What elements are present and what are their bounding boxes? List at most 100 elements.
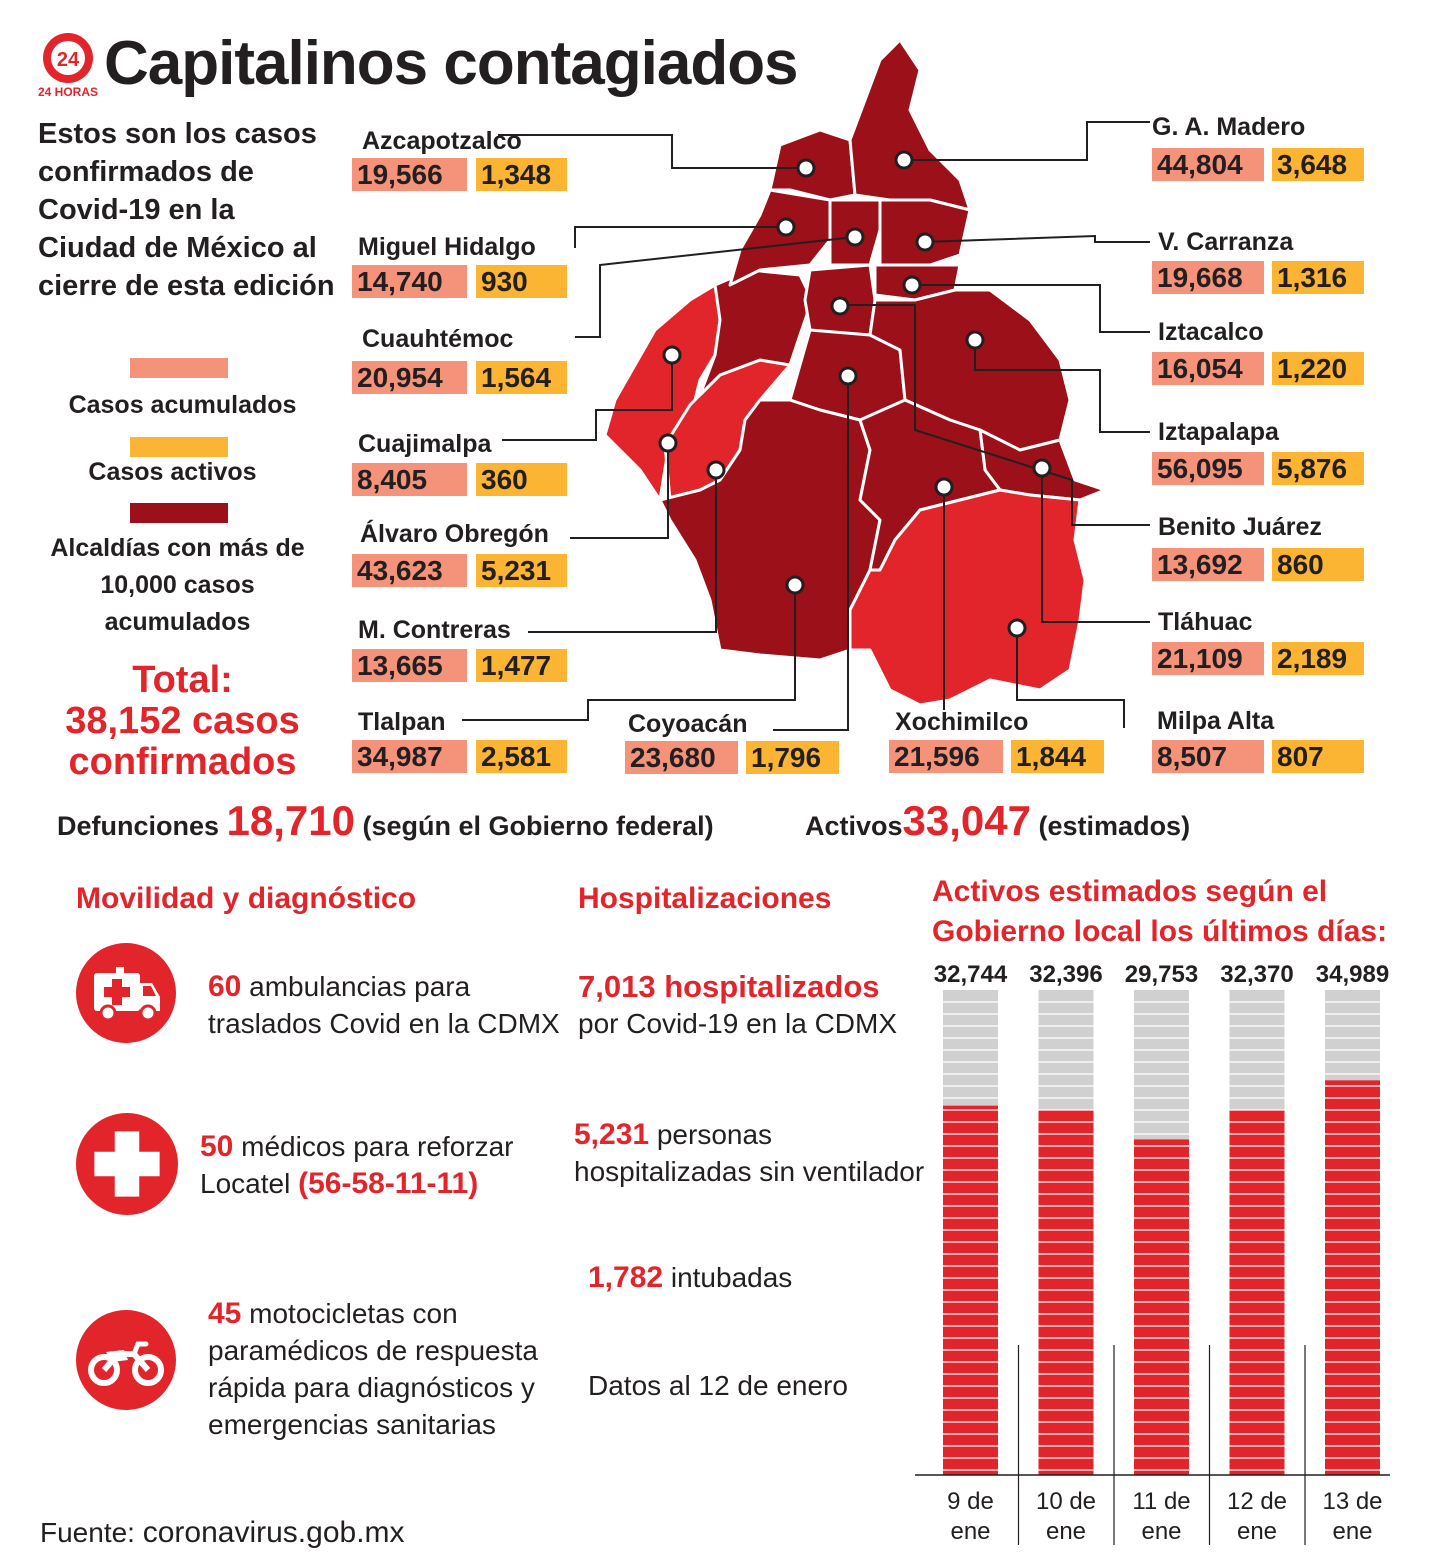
active-value: 1,564 bbox=[476, 361, 567, 394]
total-confirmed: Total: 38,152 casos confirmados bbox=[65, 659, 300, 783]
active-value: 5,876 bbox=[1272, 452, 1364, 485]
motorcycles-text: 45 motocicletas con paramédicos de respu… bbox=[208, 1297, 538, 1440]
accumulated-value: 20,954 bbox=[352, 361, 467, 394]
legend-swatch-accumulated bbox=[130, 358, 228, 378]
bar-category-label: ene bbox=[1046, 1518, 1086, 1545]
deaths-summary: Defunciones 18,710 (según el Gobierno fe… bbox=[57, 797, 714, 844]
bar-category-label: 13 de bbox=[1322, 1488, 1382, 1515]
data-date-note: Datos al 12 de enero bbox=[588, 1370, 848, 1401]
motorcycle-icon bbox=[76, 1310, 176, 1410]
accumulated-value: 14,740 bbox=[352, 265, 467, 298]
accumulated-value: 19,566 bbox=[352, 158, 467, 191]
doctors-text: 50 médicos para reforzar Locatel (56-58-… bbox=[200, 1130, 514, 1200]
alcaldia-name: V. Carranza bbox=[1158, 228, 1294, 256]
alcaldia-name: M. Contreras bbox=[358, 616, 511, 644]
legend-label-over10k: Alcaldías con más de 10,000 casos acumul… bbox=[50, 534, 305, 636]
legend-swatch-active bbox=[130, 437, 228, 457]
deaths-value: 18,710 bbox=[226, 797, 356, 844]
alcaldia-name: Iztacalco bbox=[1158, 318, 1264, 346]
alcaldia-name: Milpa Alta bbox=[1157, 707, 1275, 735]
bar-category-label: 9 de bbox=[947, 1488, 994, 1515]
source-value: coronavirus.gob.mx bbox=[142, 1516, 405, 1549]
bar bbox=[1229, 1109, 1285, 1475]
accumulated-value: 56,095 bbox=[1152, 452, 1264, 485]
accumulated-value: 8,405 bbox=[352, 463, 467, 496]
mobility-heading: Movilidad y diagnóstico bbox=[76, 882, 417, 915]
alcaldia-name: Benito Juárez bbox=[1158, 513, 1322, 541]
accumulated-value: 8,507 bbox=[1152, 740, 1264, 773]
active-value-summary: 33,047 bbox=[902, 797, 1032, 844]
bar-category-label: 12 de bbox=[1227, 1488, 1287, 1515]
accumulated-value: 44,804 bbox=[1152, 148, 1264, 181]
alcaldia-name: Azcapotzalco bbox=[362, 127, 522, 155]
accumulated-value: 19,668 bbox=[1152, 261, 1264, 294]
source-line: Fuente: coronavirus.gob.mx bbox=[40, 1516, 405, 1549]
page-title: Capitalinos contagiados bbox=[104, 29, 799, 98]
active-value: 3,648 bbox=[1272, 148, 1364, 181]
active-value: 1,220 bbox=[1272, 352, 1364, 385]
ambulances-text: 60 ambulancias para traslados Covid en l… bbox=[208, 970, 560, 1039]
accumulated-value: 43,623 bbox=[352, 554, 467, 587]
active-estimated-bar-chart: 32,744 9 de ene 32,396 10 de ene 29,753 11 de en… bbox=[915, 961, 1390, 1545]
accumulated-value: 13,692 bbox=[1152, 548, 1264, 581]
active-value: 2,581 bbox=[476, 740, 567, 773]
logo-text: 24 HORAS bbox=[38, 85, 98, 99]
bar-category-label: ene bbox=[950, 1518, 990, 1545]
bar-category-label: 10 de bbox=[1036, 1488, 1096, 1515]
intubated-text: 1,782 intubadas bbox=[588, 1261, 793, 1294]
active-value: 1,477 bbox=[476, 649, 567, 682]
active-value: 1,796 bbox=[746, 741, 839, 774]
active-value: 2,189 bbox=[1272, 642, 1364, 675]
alcaldia-name: Coyoacán bbox=[628, 710, 748, 738]
accumulated-value: 13,665 bbox=[352, 649, 467, 682]
bar-category-label: 11 de bbox=[1132, 1488, 1190, 1515]
ambulance-icon bbox=[76, 943, 176, 1043]
intro-text: Estos son los casos confirmados de Covid… bbox=[38, 118, 335, 302]
bar-value-label: 29,753 bbox=[1125, 961, 1198, 988]
no-ventilator-text: 5,231 personas hospitalizadas sin ventil… bbox=[574, 1118, 925, 1187]
active-value: 807 bbox=[1272, 740, 1364, 773]
bar bbox=[1134, 1139, 1189, 1475]
bar-value-label: 32,744 bbox=[934, 961, 1008, 988]
active-value: 1,316 bbox=[1272, 261, 1364, 294]
bar-value-label: 32,396 bbox=[1029, 961, 1102, 988]
hospital-heading: Hospitalizaciones bbox=[578, 882, 832, 915]
map-alvaro-obregon bbox=[698, 268, 814, 397]
svg-text:24: 24 bbox=[57, 49, 80, 71]
bar-category-label: ene bbox=[1141, 1518, 1181, 1545]
locatel-phone: (56-58-11-11) bbox=[298, 1167, 479, 1200]
active-value: 1,348 bbox=[476, 158, 567, 191]
bar-value-label: 34,989 bbox=[1316, 961, 1389, 988]
alcaldia-name: Cuauhtémoc bbox=[362, 325, 514, 353]
alcaldia-name: Xochimilco bbox=[895, 708, 1029, 736]
alcaldia-name: Tlalpan bbox=[358, 708, 446, 736]
accumulated-value: 21,109 bbox=[1152, 642, 1264, 675]
legend-label-accumulated: Casos acumulados bbox=[68, 391, 297, 419]
active-summary: Activos33,047 (estimados) bbox=[805, 797, 1191, 844]
hospitalized-text: 7,013 hospitalizados por Covid-19 en la … bbox=[578, 969, 898, 1039]
active-value: 1,844 bbox=[1011, 740, 1104, 773]
accumulated-value: 21,596 bbox=[889, 740, 1003, 773]
accumulated-value: 34,987 bbox=[352, 740, 467, 773]
active-value: 930 bbox=[476, 265, 567, 298]
accumulated-value: 16,054 bbox=[1152, 352, 1264, 385]
active-value: 5,231 bbox=[476, 554, 567, 587]
alcaldia-name: Cuajimalpa bbox=[358, 430, 492, 458]
bar-category-label: ene bbox=[1332, 1518, 1372, 1545]
bar bbox=[1038, 1109, 1094, 1475]
alcaldia-name: Miguel Hidalgo bbox=[358, 233, 536, 261]
active-value: 360 bbox=[476, 463, 567, 496]
bar-value-label: 32,370 bbox=[1220, 961, 1293, 988]
legend-swatch-over10k bbox=[130, 503, 228, 523]
bar-category-label: ene bbox=[1237, 1518, 1277, 1545]
active-value: 860 bbox=[1272, 548, 1364, 581]
chart-title: Activos estimados según el Gobierno loca… bbox=[932, 875, 1388, 948]
24-horas-logo: 24 24 HORAS bbox=[38, 33, 98, 99]
alcaldia-name: Tláhuac bbox=[1158, 608, 1253, 636]
alcaldia-name: G. A. Madero bbox=[1152, 113, 1306, 141]
medical-cross-icon bbox=[76, 1113, 178, 1215]
legend-label-active: Casos activos bbox=[88, 458, 257, 486]
alcaldia-name: Álvaro Obregón bbox=[360, 520, 549, 548]
map-milpa-alta bbox=[848, 488, 1087, 707]
